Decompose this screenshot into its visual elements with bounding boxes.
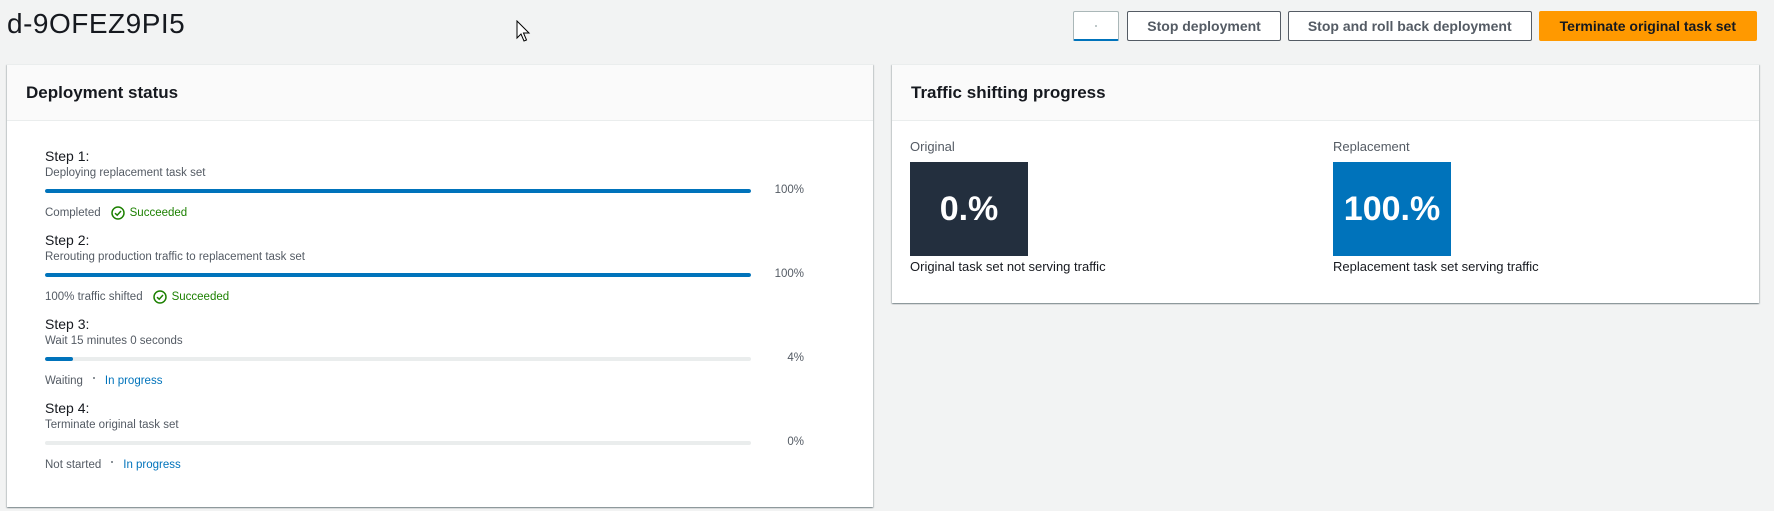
header-actions: Stop deployment Stop and roll back deplo… [1073,11,1757,41]
status-label: Succeeded [129,207,188,219]
progress-percent: 100% [774,184,804,196]
status-label: In progress [104,375,163,387]
step-title: Step 2: [45,232,90,248]
status-label: Succeeded [171,291,230,303]
status-in-progress: In progress [92,375,163,387]
step-progress-row: 4% [45,349,805,369]
progress-bar-fill [45,273,751,277]
stop-deployment-button[interactable]: Stop deployment [1127,11,1281,41]
status-label: In progress [123,459,181,471]
step-title: Step 3: [45,316,90,332]
traffic-shifting-header: Traffic shifting progress [892,65,1759,121]
original-percentage: 0.% [910,162,1028,256]
deployment-status-panel: Deployment status Step 1: Deploying repla… [7,64,873,507]
deployment-step: Step 3: Wait 15 minutes 0 seconds 4% Waitin… [45,315,805,391]
check-circle-icon [110,206,125,220]
step-title: Step 1: [45,148,90,164]
step-progress-row: 100% [45,265,805,285]
deployment-status-header: Deployment status [7,65,873,121]
progress-bar [45,441,751,445]
step-status-text: Not started [45,459,102,471]
mouse-pointer-icon [516,20,531,42]
step-description: Wait 15 minutes 0 seconds [45,335,183,347]
refresh-button[interactable] [1073,11,1120,41]
deployment-step: Step 4: Terminate original task set 0% Not … [45,399,805,475]
deployment-step: Step 1: Deploying replacement task set 100… [45,147,805,223]
replacement-percentage: 100.% [1333,162,1451,256]
deployment-step: Step 2: Rerouting production traffic to r… [45,231,805,307]
progress-percent: 4% [787,352,804,364]
step-description: Terminate original task set [45,419,179,431]
step-description: Deploying replacement task set [45,167,206,179]
replacement-label: Replacement [1333,139,1410,154]
progress-percent: 0% [787,436,804,448]
check-circle-icon [152,290,167,304]
refresh-icon [1095,24,1098,27]
step-status-row: Waiting In progress [45,371,805,391]
step-status-text: Waiting [45,375,83,387]
status-in-progress: In progress [111,459,181,471]
step-status-row: Completed Succeeded [45,203,805,223]
replacement-traffic: Replacement 100.% Replacement task set s… [1333,137,1539,277]
replacement-caption: Replacement task set serving traffic [1333,259,1539,274]
progress-bar [45,189,751,193]
terminate-original-task-set-button[interactable]: Terminate original task set [1538,11,1757,41]
progress-bar [45,357,751,361]
spinner-icon [111,461,114,463]
progress-bar-fill [45,357,74,361]
original-label: Original [910,139,955,154]
step-progress-row: 100% [45,181,805,201]
status-succeeded: Succeeded [152,290,230,304]
step-title: Step 4: [45,400,90,416]
original-caption: Original task set not serving traffic [910,259,1106,274]
progress-bar-fill [45,189,751,193]
stop-and-rollback-button[interactable]: Stop and roll back deployment [1287,11,1532,41]
step-description: Rerouting production traffic to replacem… [45,251,305,263]
progress-bar [45,273,751,277]
progress-percent: 100% [774,268,804,280]
step-status-text: Completed [45,207,101,219]
step-progress-row: 0% [45,433,805,453]
original-traffic: Original 0.% Original task set not servi… [910,137,1106,277]
step-status-text: 100% traffic shifted [45,291,143,303]
step-status-row: 100% traffic shifted Succeeded [45,287,805,307]
page-title: d-9OFEZ9PI5 [7,8,186,39]
status-succeeded: Succeeded [110,206,188,220]
traffic-shifting-panel: Traffic shifting progress Original 0.% O… [892,64,1759,303]
spinner-icon [92,377,95,379]
step-status-row: Not started In progress [45,455,805,475]
